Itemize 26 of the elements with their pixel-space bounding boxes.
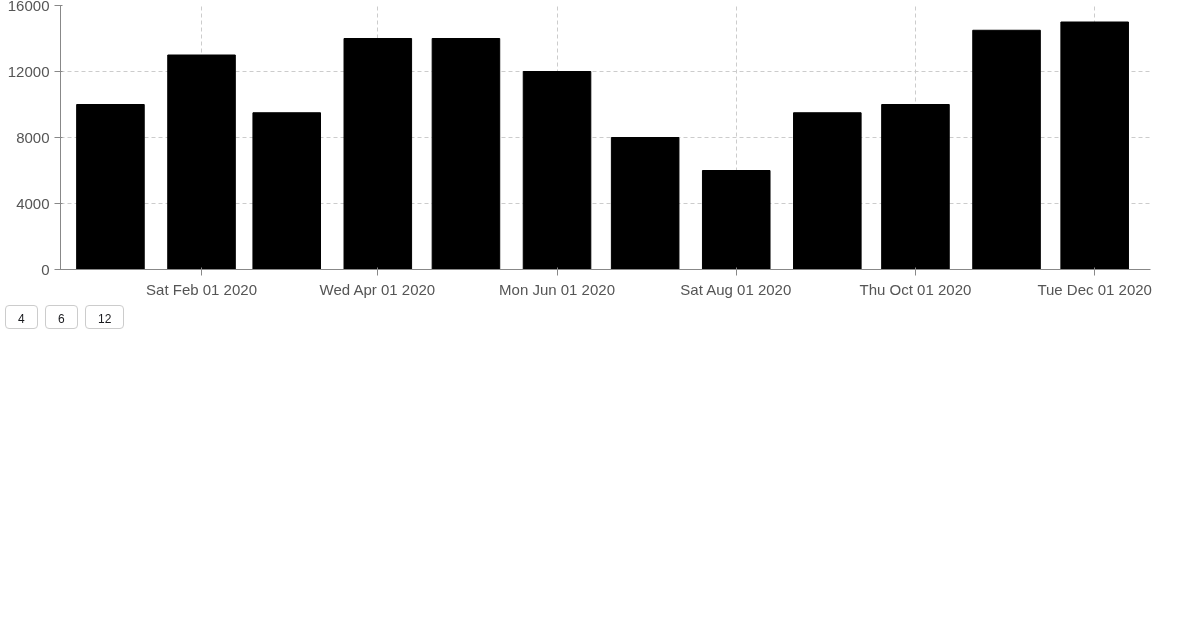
bar <box>167 54 236 270</box>
text: 4 <box>5 305 38 329</box>
bar <box>1060 21 1129 270</box>
y-tick-label: 16000 <box>7 0 50 14</box>
text: 12 <box>85 305 125 329</box>
y-tick-label: 0 <box>41 260 50 278</box>
y-tick-label: 12000 <box>7 62 50 80</box>
x-tick-label: Mon Jun 01 2020 <box>499 280 615 298</box>
text: 6 <box>45 305 78 329</box>
bar <box>701 170 771 270</box>
bar <box>76 104 145 270</box>
bar <box>252 112 322 270</box>
x-tick-label: Sat Feb 01 2020 <box>146 280 257 298</box>
bar <box>610 137 680 270</box>
bar <box>881 104 950 270</box>
bar <box>972 29 1041 270</box>
x-tick-label: Sat Aug 01 2020 <box>680 280 792 298</box>
bar <box>793 112 862 270</box>
x-tick-label: Wed Apr 01 2020 <box>319 280 436 298</box>
y-tick-label: 8000 <box>16 128 50 146</box>
x-tick-label: Tue Dec 01 2020 <box>1037 280 1152 298</box>
bar <box>343 38 413 270</box>
x-tick-label: Thu Oct 01 2020 <box>859 280 972 298</box>
y-tick-label: 4000 <box>16 194 50 212</box>
bar <box>431 38 501 270</box>
bar <box>522 71 592 270</box>
